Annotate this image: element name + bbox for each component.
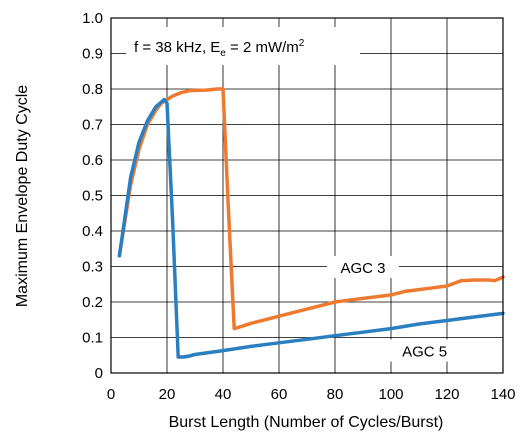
tick-labels: 0 20 40 60 80 100 120 140 0 0.1 0.2 0.3 0.4 0.5 0.6 0.7… [82,10,515,403]
series-label: AGC 5 [402,343,447,360]
annotation-text: f = 38 kHz, Ee = 2 mW/m2 [134,38,305,59]
series-label: AGC 3 [340,260,385,277]
annotation-prefix: f = 38 kHz, E [134,39,220,56]
series-label-background [327,256,399,279]
annotation-middle: = 2 mW/m [226,39,299,56]
x-tick-label: 20 [159,386,176,403]
x-axis-label: Burst Length (Number of Cycles/Burst) [169,414,444,431]
x-tick-label: 40 [215,386,232,403]
annotation-box: f = 38 kHz, Ee = 2 mW/m2 [126,27,360,65]
grid [111,18,503,373]
series-lines [117,87,505,359]
series-line-agc-5 [117,97,505,359]
y-tick-label: 0.8 [82,81,103,98]
y-tick-label: 1.0 [82,10,103,27]
y-tick-label: 0 [95,365,103,382]
y-tick-label: 0.5 [82,188,103,205]
y-axis-label: Maximum Envelope Duty Cycle [14,85,31,307]
y-tick-label: 0.3 [82,259,103,276]
series-label-background [388,339,461,362]
y-tick-label: 0.1 [82,330,103,347]
series-labels: AGC 3 AGC 5 [327,256,461,362]
y-tick-label: 0.9 [82,46,103,63]
annotation-subscript: e [220,48,226,59]
annotation-background [126,27,360,65]
x-tick-label: 140 [490,386,515,403]
plot-frame [110,17,504,374]
x-tick-label: 60 [271,386,288,403]
y-tick-label: 0.6 [82,152,103,169]
y-tick-label: 0.7 [82,117,103,134]
x-tick-label: 0 [107,386,115,403]
x-tick-label: 100 [378,386,403,403]
x-tick-label: 80 [327,386,344,403]
y-tick-label: 0.2 [82,294,103,311]
annotation-superscript: 2 [299,38,305,49]
x-tick-label: 120 [434,386,459,403]
y-tick-label: 0.4 [82,223,103,240]
